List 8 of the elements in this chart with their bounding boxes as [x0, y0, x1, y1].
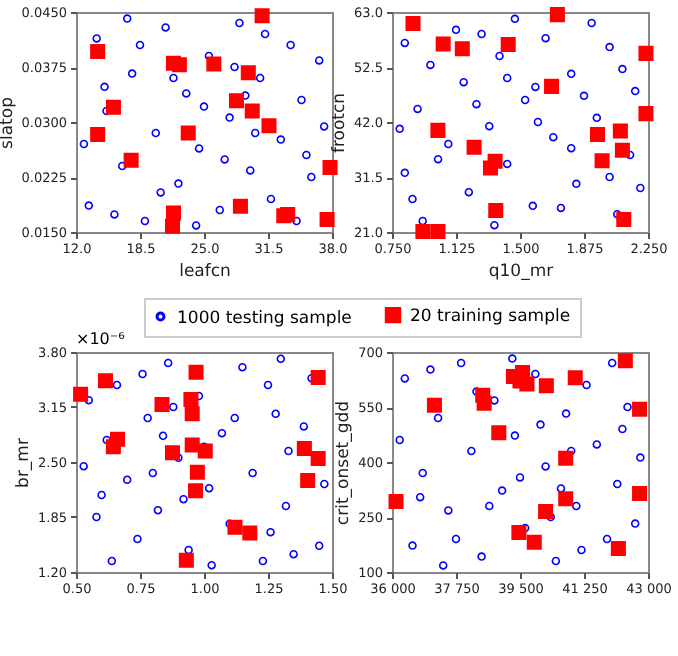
y-axis-title: frootcn [330, 92, 351, 154]
x-axis-title: q10_mr [488, 262, 555, 282]
legend-label: 1000 testing sample [177, 308, 352, 329]
text: ×10⁻⁶ [76, 330, 125, 348]
y-axis-title: br_mr [14, 437, 35, 488]
x-axis-title: leafcn [179, 262, 231, 282]
legend-label: 20 training sample [410, 307, 571, 328]
y-axis-title: crit_onset_gdd [334, 400, 355, 526]
